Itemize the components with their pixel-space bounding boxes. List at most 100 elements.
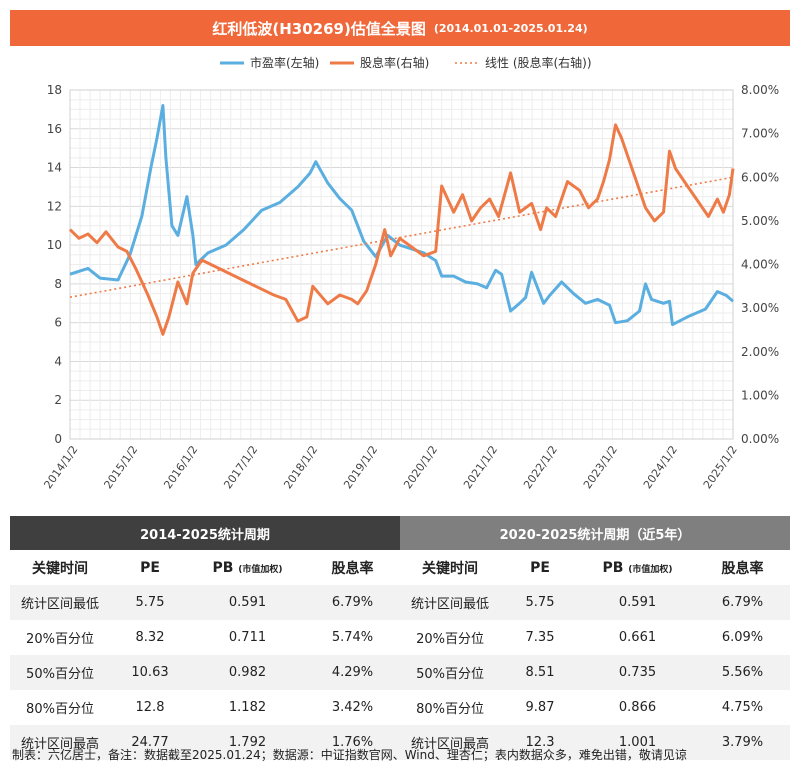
y-right-tick-label: 8.00% bbox=[741, 83, 779, 97]
table-row: 统计区间最高 24.77 1.792 1.76% 统计区间最高 12.3 1.001 3.7… bbox=[10, 725, 791, 760]
table-cell: 9.87 bbox=[525, 700, 555, 715]
y-left-tick-label: 8 bbox=[54, 277, 62, 291]
table-cell: 24.77 bbox=[110, 725, 190, 760]
table-cell: 80%百分位 bbox=[26, 702, 94, 717]
y-left-tick-label: 6 bbox=[54, 316, 62, 330]
column-header-dividend-yield: 股息率 bbox=[331, 560, 374, 577]
chart-title: 红利低波(H30269)估值全景图 bbox=[212, 19, 426, 38]
pb-weight-note: (市值加权) bbox=[238, 564, 283, 575]
trendline-dividend-yield bbox=[69, 176, 734, 298]
x-tick-label: 2020/1/2 bbox=[401, 443, 440, 491]
table-cell: 统计区间最低 bbox=[400, 585, 501, 620]
period-header-recent: 2020-2025统计周期（近5年） bbox=[400, 516, 791, 550]
table-cell: 统计区间最高 bbox=[10, 725, 110, 760]
x-tick-label: 2014/1/2 bbox=[41, 443, 80, 491]
column-header-key-time: 关键时间 bbox=[32, 560, 88, 577]
table-cell: 统计区间最高 bbox=[400, 725, 501, 760]
column-header-dividend-yield-recent: 股息率 bbox=[721, 560, 764, 577]
column-header-pb: PB (市值加权) bbox=[190, 550, 305, 585]
table-cell: 3.42% bbox=[331, 700, 374, 715]
y-right-tick-label: 6.00% bbox=[741, 170, 779, 184]
table-cell: 8.51 bbox=[500, 655, 581, 690]
table-cell: 1.001 bbox=[580, 725, 696, 760]
table-cell: 50%百分位 bbox=[10, 655, 110, 690]
y-right-tick-label: 2.00% bbox=[741, 345, 779, 359]
table-cell: 0.711 bbox=[228, 630, 267, 645]
period-header-full: 2014-2025统计周期 bbox=[10, 516, 401, 550]
table-cell: 0.591 bbox=[190, 585, 305, 620]
table-cell: 0.866 bbox=[618, 700, 657, 715]
pb-label: PB bbox=[212, 559, 234, 576]
y-left-tick-label: 4 bbox=[54, 354, 62, 368]
table-cell: 5.75 bbox=[110, 585, 190, 620]
legend-label: 股息率(右轴) bbox=[360, 55, 429, 70]
chart-title-bar: 红利低波(H30269)估值全景图 (2014.01.01-2025.01.24… bbox=[10, 10, 790, 46]
pb-label-recent: PB bbox=[602, 559, 624, 576]
table-cell: 5.75 bbox=[500, 585, 581, 620]
table-cell: 20%百分位 bbox=[26, 632, 94, 647]
y-right-tick-label: 4.00% bbox=[741, 258, 779, 272]
y-right-tick-label: 1.00% bbox=[741, 388, 779, 402]
table-cell: 6.79% bbox=[305, 585, 401, 620]
x-tick-label: 2017/1/2 bbox=[221, 443, 260, 491]
y-right-tick-label: 7.00% bbox=[741, 127, 779, 141]
column-header-key-time-recent: 关键时间 bbox=[422, 560, 479, 577]
series-line-pe bbox=[69, 104, 734, 327]
table-cell: 统计区间最低 bbox=[10, 585, 110, 620]
statistics-table-container: 2014-2025统计周期 2020-2025统计周期（近5年） 关键时间 PE… bbox=[10, 516, 791, 760]
column-header-row: 关键时间 PE PB (市值加权) 股息率 关键时间 PE PB (市值加权) … bbox=[10, 550, 790, 585]
valuation-chart: 0 2 4 6 8 10 12 14 16 18 0.00% 1.00% 2.00% 3.00% 4.00%… bbox=[41, 55, 779, 491]
x-tick-label: 2022/1/2 bbox=[521, 443, 560, 491]
column-header-pb-recent: PB (市值加权) bbox=[580, 550, 695, 585]
statistics-table: 2014-2025统计周期 2020-2025统计周期（近5年） 关键时间 PE… bbox=[10, 516, 791, 760]
table-cell: 0.591 bbox=[580, 585, 696, 620]
table-row: 80%百分位 12.8 1.182 3.42% 80%百分位 9.87 0.866 4.75… bbox=[10, 690, 790, 725]
y-right-tick-label: 0.00% bbox=[741, 432, 779, 446]
table-cell: 12.8 bbox=[135, 700, 165, 715]
table-cell: 1.792 bbox=[190, 725, 305, 760]
series-line-dividend-yield bbox=[68, 123, 735, 336]
y-left-tick-label: 12 bbox=[47, 199, 62, 213]
x-tick-label: 2023/1/2 bbox=[581, 443, 620, 491]
y-right-tick-label: 3.00% bbox=[741, 301, 779, 315]
table-cell: 50%百分位 bbox=[400, 655, 501, 690]
legend-label: 市盈率(左轴) bbox=[250, 55, 319, 70]
table-cell: 1.182 bbox=[228, 700, 267, 715]
table-cell: 0.982 bbox=[190, 655, 305, 690]
plot-area-border bbox=[69, 89, 734, 440]
table-cell: 6.79% bbox=[695, 585, 791, 620]
footnote: 制表：六亿居士，备注：数据截至2025.01.24；数据源：中证指数官网、Win… bbox=[12, 748, 687, 762]
x-tick-label: 2024/1/2 bbox=[641, 443, 680, 491]
pb-weight-note-recent: (市值加权) bbox=[628, 564, 673, 575]
table-cell: 80%百分位 bbox=[416, 702, 484, 717]
table-cell: 4.75% bbox=[721, 700, 764, 715]
table-cell: 20%百分位 bbox=[416, 632, 484, 647]
table-cell: 5.74% bbox=[331, 630, 374, 645]
x-tick-label: 2025/1/2 bbox=[701, 443, 740, 491]
table-row: 统计区间最低 5.75 0.591 6.79% 统计区间最低 5.75 0.591 6.79… bbox=[10, 585, 791, 620]
table-cell: 7.35 bbox=[525, 630, 555, 645]
table-row: 50%百分位 10.63 0.982 4.29% 50%百分位 8.51 0.735 5.5… bbox=[10, 655, 791, 690]
legend-label: 线性 (股息率(右轴)) bbox=[485, 55, 592, 70]
table-cell: 0.735 bbox=[580, 655, 696, 690]
y-left-tick-label: 2 bbox=[54, 393, 62, 407]
table-cell: 8.32 bbox=[135, 630, 165, 645]
y-left-tick-label: 18 bbox=[47, 83, 62, 97]
x-tick-label: 2018/1/2 bbox=[281, 443, 320, 491]
table-cell: 12.3 bbox=[500, 725, 581, 760]
y-left-tick-label: 14 bbox=[47, 161, 62, 175]
table-row: 20%百分位 8.32 0.711 5.74% 20%百分位 7.35 0.661 6.09… bbox=[10, 620, 790, 655]
table-cell: 10.63 bbox=[110, 655, 190, 690]
table-cell: 6.09% bbox=[721, 630, 764, 645]
y-right-tick-label: 5.00% bbox=[741, 214, 779, 228]
y-left-tick-label: 16 bbox=[47, 122, 62, 136]
x-tick-label: 2016/1/2 bbox=[161, 443, 200, 491]
table-cell: 5.56% bbox=[695, 655, 791, 690]
table-cell: 4.29% bbox=[305, 655, 401, 690]
table-cell: 3.79% bbox=[695, 725, 791, 760]
chart-subtitle: (2014.01.01-2025.01.24) bbox=[433, 21, 588, 35]
x-tick-label: 2021/1/2 bbox=[461, 443, 500, 491]
y-left-tick-label: 10 bbox=[47, 238, 62, 252]
table-cell: 1.76% bbox=[305, 725, 401, 760]
column-header-pe: PE bbox=[140, 559, 160, 576]
